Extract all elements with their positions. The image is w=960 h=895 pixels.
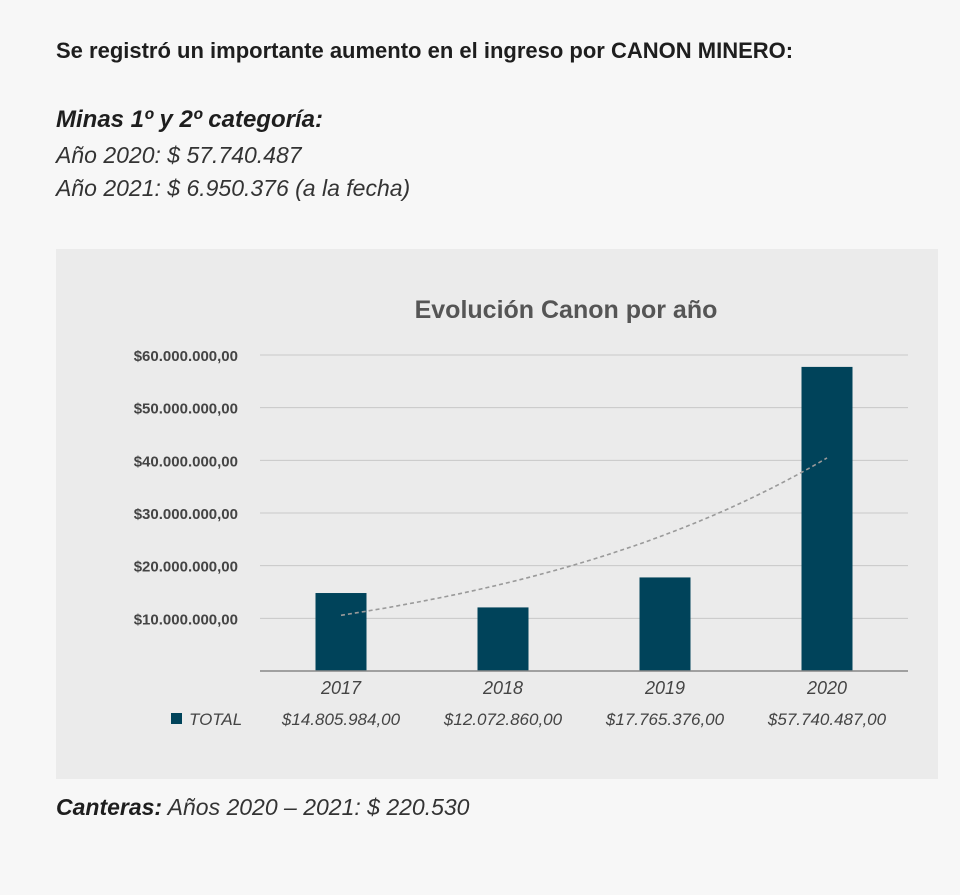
data-label: $14.805.984,00	[281, 710, 401, 729]
x-tick-label: 2017	[320, 678, 362, 698]
bar-2018	[477, 607, 529, 671]
bar-2019	[639, 577, 691, 671]
canteras-line: Canteras: Años 2020 – 2021: $ 220.530	[56, 794, 469, 821]
y-tick-label: $10.000.000,00	[134, 611, 238, 628]
data-label: $57.740.487,00	[767, 710, 887, 729]
x-tick-label: 2020	[806, 678, 847, 698]
x-tick-label: 2018	[482, 678, 523, 698]
trendline	[340, 457, 828, 617]
canteras-text: Años 2020 – 2021: $ 220.530	[162, 794, 470, 820]
y-tick-label: $30.000.000,00	[134, 506, 238, 523]
bar-2020	[801, 366, 853, 671]
minas-2020-line: Año 2020: $ 57.740.487	[56, 142, 302, 168]
x-tick-label: 2019	[644, 678, 685, 698]
minas-2021-line: Año 2021: $ 6.950.376 (a la fecha)	[56, 175, 411, 201]
y-tick-label: $50.000.000,00	[134, 401, 238, 418]
data-label: $12.072.860,00	[443, 710, 563, 729]
data-label: $17.765.376,00	[605, 710, 725, 729]
chart-card: Evolución Canon por año $10.000.000,00 $20…	[56, 249, 938, 779]
chart-title: Evolución Canon por año	[415, 296, 718, 324]
canon-chart: Evolución Canon por año $10.000.000,00 $20…	[134, 296, 908, 729]
minas-title: Minas 1º y 2º categoría:	[56, 106, 323, 133]
bar-2017	[315, 593, 367, 671]
y-tick-label: $60.000.000,00	[134, 348, 238, 365]
canteras-label: Canteras:	[56, 794, 163, 820]
y-tick-label: $20.000.000,00	[134, 559, 238, 576]
legend-series-name: TOTAL	[189, 710, 242, 729]
legend-swatch	[171, 713, 182, 724]
headline: Se registró un importante aumento en el …	[56, 38, 794, 63]
y-tick-label: $40.000.000,00	[134, 453, 238, 470]
